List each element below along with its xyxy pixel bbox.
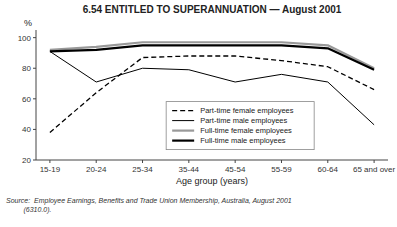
x-tick — [281, 160, 282, 163]
y-tick-label: 80 — [22, 64, 31, 73]
x-tick-label: 60-64 — [318, 165, 339, 174]
x-tick — [188, 160, 189, 163]
y-tick — [33, 160, 36, 161]
x-tick-label: 15-19 — [40, 165, 61, 174]
legend: Part-time female employeesPart-time male… — [166, 102, 314, 150]
x-tick — [142, 160, 143, 163]
legend-label: Part-time male employees — [200, 116, 287, 125]
x-tick-label: 45-54 — [225, 165, 246, 174]
x-tick — [96, 160, 97, 163]
y-tick-label: 20 — [22, 156, 31, 165]
legend-swatch — [172, 120, 194, 121]
y-tick-label: 40 — [22, 125, 31, 134]
y-tick-label: 60 — [22, 95, 31, 104]
x-tick-label: 55-59 — [271, 165, 292, 174]
chart: 6.54 ENTITLED TO SUPERANNUATION — August… — [0, 0, 397, 227]
title: 6.54 ENTITLED TO SUPERANNUATION — August… — [83, 4, 342, 15]
legend-swatch — [172, 110, 194, 111]
series-line — [50, 56, 374, 132]
x-tick-label: 35-44 — [179, 165, 200, 174]
legend-label: Full-time male employees — [200, 136, 286, 145]
y-tick — [33, 129, 36, 130]
x-tick — [374, 160, 375, 163]
source-line: Source: Employee Earnings, Benefits and … — [6, 197, 292, 205]
x-tick — [327, 160, 328, 163]
y-axis-line — [36, 30, 37, 160]
y-tick — [33, 98, 36, 99]
source-line: (6310.0). — [6, 206, 52, 214]
x-tick — [235, 160, 236, 163]
x-tick-label: 65 and over — [353, 165, 396, 174]
plot-area — [50, 42, 374, 132]
legend-box — [166, 102, 314, 150]
y-tick-label: 100 — [18, 34, 32, 43]
series-line — [50, 51, 374, 124]
y-tick — [33, 37, 36, 38]
y-tick — [33, 68, 36, 69]
y-axis-label: % — [24, 18, 32, 28]
legend-label: Part-time female employees — [200, 106, 294, 115]
legend-swatch — [172, 130, 194, 132]
x-axis-label: Age group (years) — [176, 176, 248, 186]
x-tick-label: 20-24 — [86, 165, 107, 174]
source-note: Source: Employee Earnings, Benefits and … — [6, 197, 292, 214]
series-line — [50, 45, 374, 69]
legend-label: Full-time female employees — [200, 126, 292, 135]
x-tick-label: 25-34 — [132, 165, 153, 174]
legend-swatch — [172, 140, 194, 142]
x-axis-line — [36, 160, 388, 161]
x-tick — [49, 160, 50, 163]
